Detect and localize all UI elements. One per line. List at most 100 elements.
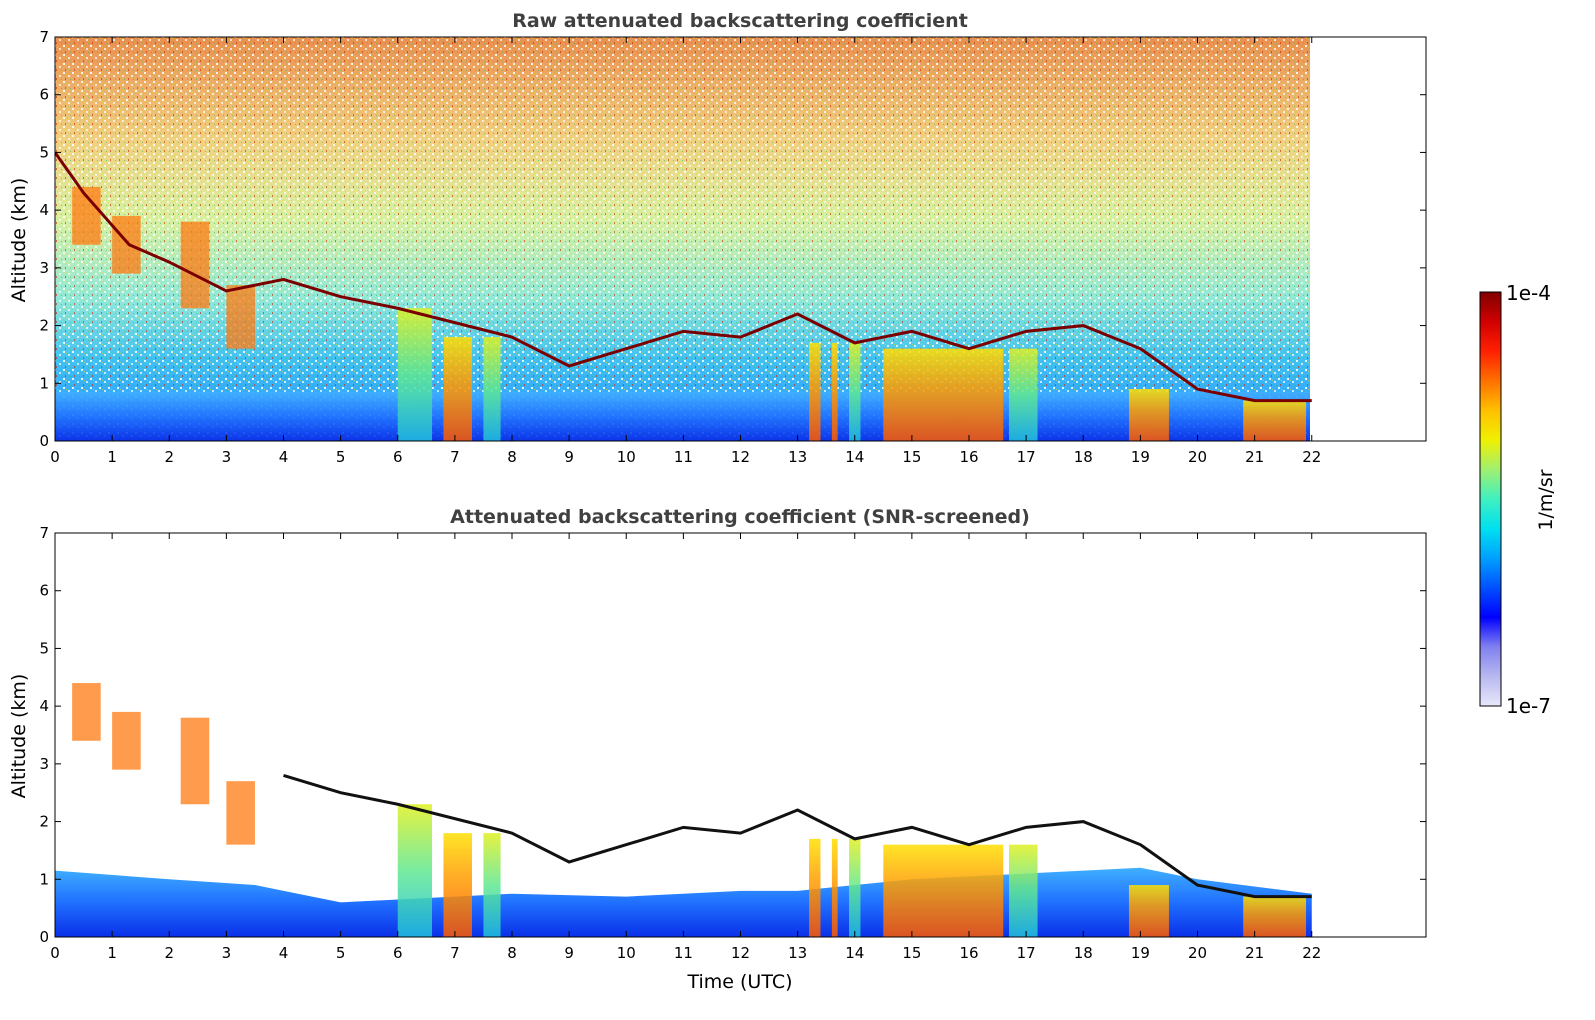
plume-column — [883, 844, 1004, 937]
raw-xtick-label: 21 — [1245, 448, 1264, 466]
plume-column — [443, 833, 473, 937]
plume-column — [883, 348, 1004, 441]
panel-screened: Attenuated backscattering coefficient (S… — [8, 506, 1427, 993]
plume-column — [809, 342, 821, 441]
raw-xtick-label: 15 — [902, 448, 921, 466]
dust-layer-segment — [226, 285, 255, 349]
plume-column — [1008, 844, 1038, 937]
colorbar-unit-label: 1/m/sr — [1535, 469, 1557, 530]
raw-xtick-label: 14 — [845, 448, 864, 466]
dust-layer-segment — [112, 711, 141, 770]
raw-ytick-label: 0 — [39, 432, 49, 450]
screened-cloud-layer-line — [283, 773, 1312, 899]
raw-ytick-label: 5 — [39, 143, 49, 161]
screened-xtick-label: 5 — [336, 944, 346, 962]
raw-xtick-label: 12 — [731, 448, 750, 466]
screened-xtick-label: 6 — [393, 944, 403, 962]
panel-raw: Raw attenuated backscattering coefficien… — [8, 10, 1427, 466]
plume-column — [831, 342, 838, 441]
screened-xtick-label: 22 — [1302, 944, 1321, 962]
screened-xtick-label: 3 — [222, 944, 232, 962]
screened-xtick-label: 8 — [507, 944, 517, 962]
screened-ytick-label: 1 — [39, 870, 49, 888]
xlabel-time: Time (UTC) — [686, 971, 792, 993]
panel-title-screened: Attenuated backscattering coefficient (S… — [450, 506, 1030, 528]
screened-xtick-label: 17 — [1017, 944, 1036, 962]
raw-xtick-label: 2 — [164, 448, 174, 466]
screened-xtick-label: 20 — [1188, 944, 1207, 962]
plume-column — [831, 838, 838, 937]
plume-column — [849, 342, 861, 441]
screened-xtick-label: 13 — [788, 944, 807, 962]
screened-ytick-label: 2 — [39, 813, 49, 831]
plume-column — [1243, 400, 1307, 441]
raw-xtick-label: 19 — [1131, 448, 1150, 466]
raw-heatmap — [55, 37, 1312, 441]
dust-layer-segment — [112, 215, 141, 274]
raw-ytick-label: 6 — [39, 86, 49, 104]
dust-layer-segment — [180, 717, 210, 805]
plume-column — [483, 337, 501, 441]
raw-xtick-label: 3 — [222, 448, 232, 466]
screened-xtick-label: 16 — [959, 944, 978, 962]
raw-noise-speckle — [55, 37, 1310, 441]
screened-plot-frame — [54, 532, 1427, 938]
screened-xtick-label: 18 — [1074, 944, 1093, 962]
raw-xtick-label: 22 — [1302, 448, 1321, 466]
screened-ytick-label: 4 — [39, 697, 49, 715]
raw-ytick-label: 2 — [39, 317, 49, 335]
raw-ytick-label: 1 — [39, 374, 49, 392]
raw-xtick-label: 18 — [1074, 448, 1093, 466]
raw-xtick-label: 13 — [788, 448, 807, 466]
colorbar: 1e-4 1e-7 1/m/sr — [1479, 281, 1557, 718]
plume-column — [397, 308, 433, 441]
screened-ytick-label: 0 — [39, 928, 49, 946]
screened-ytick-label: 3 — [39, 755, 49, 773]
screened-xtick-label: 10 — [617, 944, 636, 962]
dust-layer-segment — [72, 683, 101, 741]
plume-column — [809, 838, 821, 937]
ylabel-screened: Altitude (km) — [8, 674, 30, 799]
dust-layer-segment — [180, 221, 210, 309]
raw-ytick-label: 4 — [39, 201, 49, 219]
plume-column — [443, 337, 473, 441]
screened-xtick-label: 1 — [107, 944, 117, 962]
raw-xtick-label: 8 — [507, 448, 517, 466]
raw-xtick-label: 9 — [564, 448, 574, 466]
screened-xtick-label: 2 — [164, 944, 174, 962]
colorbar-min-label: 1e-7 — [1506, 694, 1551, 718]
raw-xtick-label: 5 — [336, 448, 346, 466]
screened-ytick-label: 6 — [39, 582, 49, 600]
screened-xtick-label: 4 — [279, 944, 289, 962]
screened-xtick-label: 21 — [1245, 944, 1264, 962]
plume-column — [1128, 389, 1169, 441]
dust-layer-segment — [226, 781, 255, 845]
raw-xtick-label: 10 — [617, 448, 636, 466]
colorbar-max-label: 1e-4 — [1506, 281, 1551, 305]
raw-xtick-label: 7 — [450, 448, 460, 466]
screened-ytick-label: 7 — [39, 524, 49, 542]
raw-xtick-label: 16 — [959, 448, 978, 466]
raw-xtick-label: 20 — [1188, 448, 1207, 466]
screened-xtick-label: 11 — [674, 944, 693, 962]
plume-column — [849, 838, 861, 937]
raw-cloud-layer-line — [55, 151, 1312, 403]
ylabel-raw: Altitude (km) — [8, 178, 30, 303]
raw-xtick-label: 11 — [674, 448, 693, 466]
raw-xtick-label: 1 — [107, 448, 117, 466]
screened-xtick-label: 14 — [845, 944, 864, 962]
plume-column — [1243, 896, 1307, 937]
screened-ytick-label: 5 — [39, 639, 49, 657]
screened-heatmap — [55, 683, 1312, 937]
screened-xtick-label: 0 — [50, 944, 60, 962]
plume-column — [1008, 348, 1038, 441]
screened-xtick-label: 15 — [902, 944, 921, 962]
raw-xtick-label: 17 — [1017, 448, 1036, 466]
panel-title-raw: Raw attenuated backscattering coefficien… — [512, 10, 968, 32]
screened-xtick-label: 9 — [564, 944, 574, 962]
plume-column — [1128, 885, 1169, 937]
screened-xtick-label: 12 — [731, 944, 750, 962]
raw-bottom-band — [55, 392, 1310, 441]
screened-xtick-label: 19 — [1131, 944, 1150, 962]
raw-ytick-label: 7 — [39, 28, 49, 46]
